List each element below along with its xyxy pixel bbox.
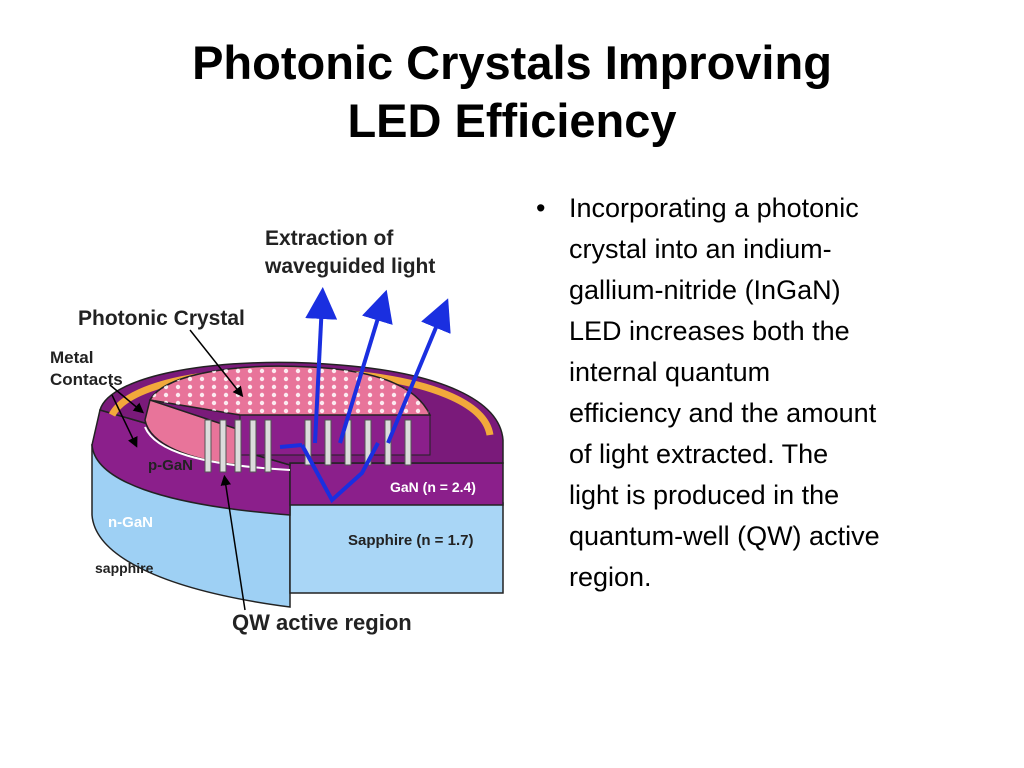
bullet-line: gallium-nitride (InGaN) [569,275,841,305]
led-photonic-crystal-diagram: Extraction of waveguided light Photonic … [40,215,510,645]
label-photonic-crystal: Photonic Crystal [78,307,245,330]
label-extraction-line-1: Extraction of [265,227,394,250]
bullet-line: region. [569,562,652,592]
label-p-gan: p-GaN [148,457,193,474]
bullet-list: • Incorporating a photonic crystal into … [536,188,976,598]
bullet-line: LED increases both the [569,316,850,346]
bullet-line: crystal into an indium- [569,234,832,264]
qw-active-line [144,426,291,471]
bullet-line: internal quantum [569,357,771,387]
label-qw-active-region: QW active region [232,610,412,635]
led-diagram-svg: Extraction of waveguided light Photonic … [50,227,504,635]
title-line-2: LED Efficiency [347,94,677,147]
label-sapphire-index: Sapphire (n = 1.7) [348,532,473,549]
extraction-arrows [279,287,451,504]
label-metal-contacts-2: Contacts [50,370,123,389]
bullet-text: Incorporating a photonic crystal into an… [569,188,976,598]
label-sapphire: sapphire [95,560,154,576]
label-gan-index: GaN (n = 2.4) [390,479,476,495]
bullet-line: Incorporating a photonic [569,193,859,223]
label-metal-contacts-1: Metal [50,348,93,367]
bullet-line: efficiency and the amount [569,398,877,428]
n-gan-layer [91,409,291,516]
label-extraction-line-2: waveguided light [264,255,435,278]
slide-title: Photonic Crystals Improving LED Efficien… [0,34,1024,150]
bullet-line: light is produced in the [569,480,840,510]
bullet-line: of light extracted. The [569,439,829,469]
sapphire-cut-face [289,502,504,594]
photonic-crystal-pillars [204,419,412,473]
bullet-mark: • [536,193,546,223]
title-line-1: Photonic Crystals Improving [192,36,832,89]
label-n-gan: n-GaN [108,514,153,531]
bullet-item: • Incorporating a photonic crystal into … [536,188,976,598]
bullet-line: quantum-well (QW) active [569,521,880,551]
